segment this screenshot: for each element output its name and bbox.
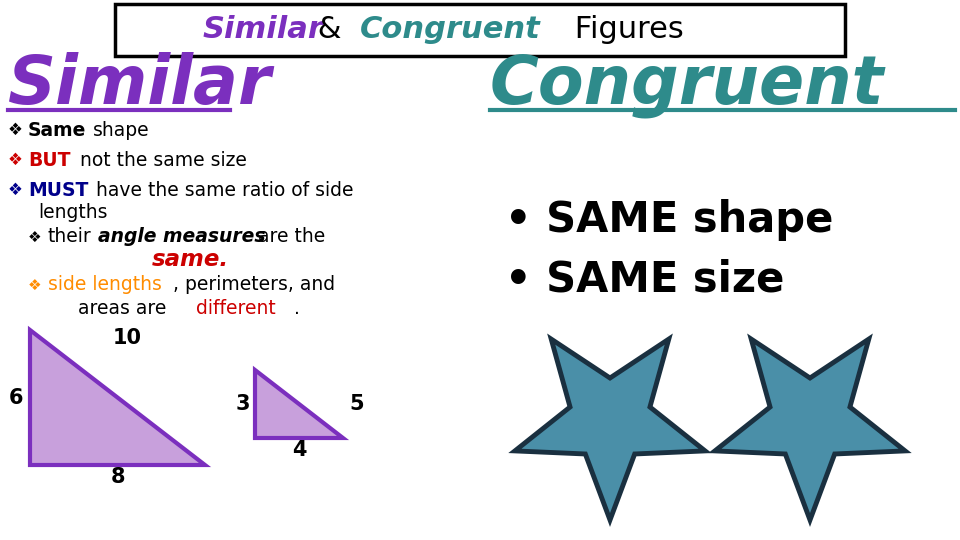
Text: side lengths: side lengths: [48, 275, 162, 294]
Text: • SAME shape: • SAME shape: [505, 199, 833, 241]
Text: not the same size: not the same size: [80, 151, 247, 170]
FancyBboxPatch shape: [115, 4, 845, 56]
Text: ❖: ❖: [28, 278, 41, 293]
Text: Figures: Figures: [565, 16, 684, 44]
Polygon shape: [255, 370, 343, 438]
Text: &: &: [308, 16, 351, 44]
Polygon shape: [715, 339, 905, 520]
Text: • SAME size: • SAME size: [505, 259, 784, 301]
Polygon shape: [515, 339, 705, 520]
Text: ❖: ❖: [8, 181, 23, 199]
Text: lengths: lengths: [38, 204, 108, 222]
Text: same.: same.: [152, 248, 228, 272]
Text: shape: shape: [93, 120, 150, 139]
Text: are the: are the: [258, 227, 325, 246]
Text: BUT: BUT: [28, 151, 70, 170]
Text: ❖: ❖: [28, 230, 41, 245]
Text: different: different: [196, 299, 276, 318]
Text: Same: Same: [28, 120, 86, 139]
Text: .: .: [294, 299, 300, 318]
Text: Congruent: Congruent: [360, 16, 540, 44]
Text: have the same ratio of side: have the same ratio of side: [96, 180, 353, 199]
Text: their: their: [48, 227, 92, 246]
Text: angle measures: angle measures: [98, 227, 266, 246]
Text: , perimeters, and: , perimeters, and: [173, 275, 335, 294]
Text: Similar: Similar: [203, 16, 324, 44]
Text: 8: 8: [110, 467, 125, 487]
Text: 4: 4: [292, 440, 306, 460]
Text: 6: 6: [9, 388, 23, 408]
Text: 5: 5: [349, 394, 364, 414]
Text: Congruent: Congruent: [490, 52, 884, 118]
Text: 10: 10: [113, 328, 142, 348]
Text: MUST: MUST: [28, 180, 88, 199]
Text: areas are: areas are: [78, 299, 166, 318]
Polygon shape: [30, 330, 205, 465]
Text: ❖: ❖: [8, 151, 23, 169]
Text: 3: 3: [236, 394, 251, 414]
Text: Similar: Similar: [8, 52, 272, 118]
Text: ❖: ❖: [8, 121, 23, 139]
